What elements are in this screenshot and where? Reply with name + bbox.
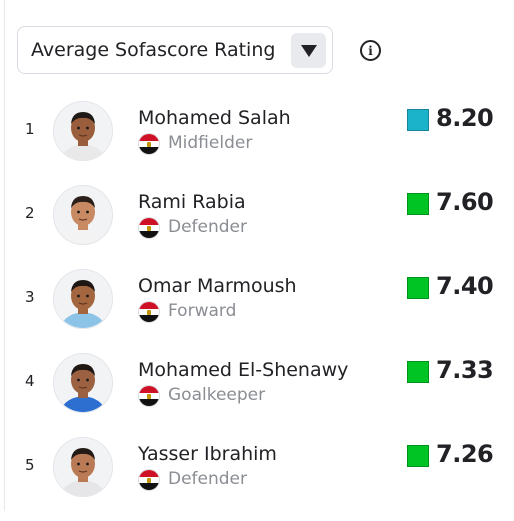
player-avatar[interactable] <box>53 269 113 329</box>
egypt-flag-icon <box>138 217 160 239</box>
player-rating: 7.33 <box>436 356 494 384</box>
player-rank: 1 <box>25 120 35 138</box>
player-position: Defender <box>168 217 248 237</box>
rating-color-swatch <box>407 361 429 383</box>
rating-sort-select[interactable]: Average Sofascore Rating <box>17 26 333 74</box>
player-row[interactable]: 1 Mohamed Salah Midfielder 8.20 <box>0 101 514 185</box>
player-avatar[interactable] <box>53 101 113 161</box>
info-icon[interactable]: i <box>360 40 381 61</box>
player-rating: 7.60 <box>436 188 494 216</box>
player-name[interactable]: Mohamed Salah <box>138 107 291 129</box>
player-rating: 7.26 <box>436 440 494 468</box>
player-row[interactable]: 3 Omar Marmoush Forward 7.40 <box>0 269 514 353</box>
egypt-flag-icon <box>138 469 160 491</box>
player-rating: 8.20 <box>436 104 494 132</box>
player-rank: 3 <box>25 288 35 306</box>
player-rank: 2 <box>25 204 35 222</box>
player-rank: 4 <box>25 372 35 390</box>
egypt-flag-icon <box>138 301 160 323</box>
rating-color-swatch <box>407 277 429 299</box>
rating-color-swatch <box>407 109 429 131</box>
dropdown-arrow-icon[interactable] <box>291 33 326 68</box>
player-position: Defender <box>168 469 248 489</box>
select-label: Average Sofascore Rating <box>31 39 276 61</box>
player-name[interactable]: Yasser Ibrahim <box>138 443 277 465</box>
player-rank: 5 <box>25 456 35 474</box>
player-position: Goalkeeper <box>168 385 266 405</box>
player-row[interactable]: 5 Yasser Ibrahim Defender 7.26 <box>0 437 514 521</box>
egypt-flag-icon <box>138 385 160 407</box>
player-row[interactable]: 4 Mohamed El-Shenawy Goalkeeper 7.33 <box>0 353 514 437</box>
egypt-flag-icon <box>138 133 160 155</box>
player-name[interactable]: Mohamed El-Shenawy <box>138 359 349 381</box>
rating-color-swatch <box>407 193 429 215</box>
player-name[interactable]: Omar Marmoush <box>138 275 297 297</box>
player-position: Midfielder <box>168 133 253 153</box>
player-name[interactable]: Rami Rabia <box>138 191 246 213</box>
player-position: Forward <box>168 301 237 321</box>
panel-left-border <box>4 0 5 511</box>
player-avatar[interactable] <box>53 437 113 497</box>
player-rating: 7.40 <box>436 272 494 300</box>
player-row[interactable]: 2 Rami Rabia Defender 7.60 <box>0 185 514 269</box>
player-avatar[interactable] <box>53 353 113 413</box>
player-avatar[interactable] <box>53 185 113 245</box>
rating-color-swatch <box>407 445 429 467</box>
